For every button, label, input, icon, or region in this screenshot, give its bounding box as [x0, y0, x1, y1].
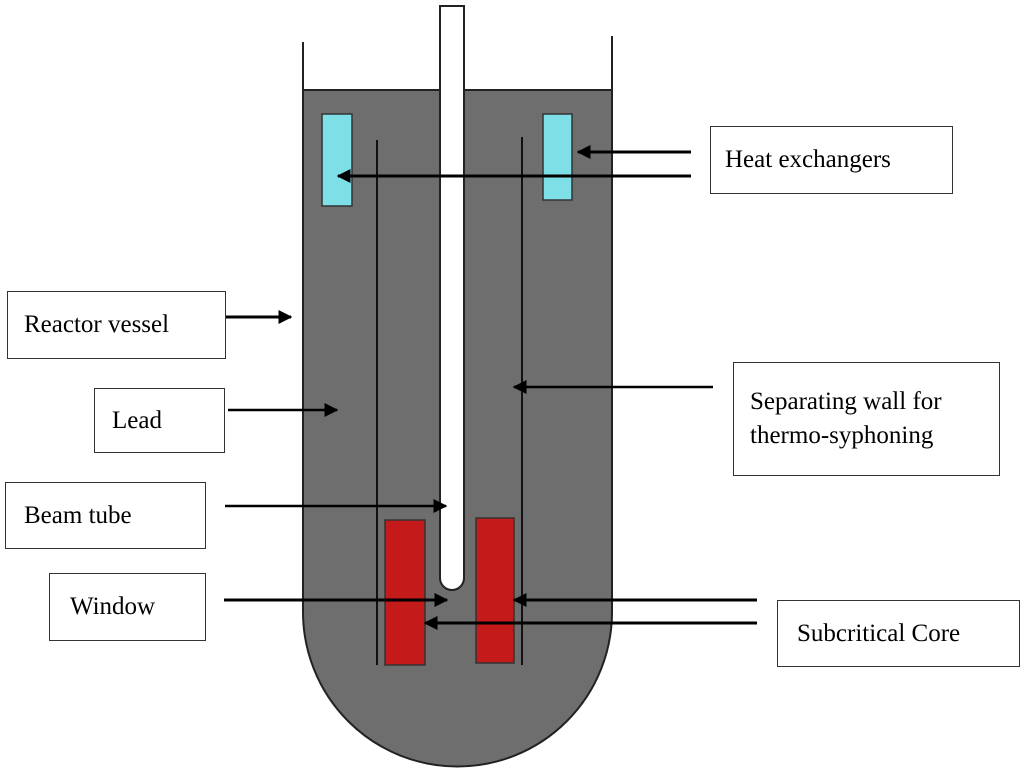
- label-reactor-vessel: Reactor vessel: [7, 291, 226, 359]
- label-beam-tube-text: Beam tube: [24, 501, 132, 529]
- label-separating-wall-line1: Separating wall for: [750, 388, 942, 415]
- label-lead: Lead: [94, 388, 225, 453]
- label-lead-text: Lead: [112, 406, 162, 434]
- label-reactor-vessel-text: Reactor vessel: [24, 311, 170, 338]
- label-beam-tube: Beam tube: [5, 482, 206, 549]
- label-window-text: Window: [70, 593, 156, 620]
- heat-exchanger-left: [321, 113, 353, 207]
- label-window: Window: [49, 573, 206, 641]
- label-heat-exchangers: Heat exchangers: [710, 126, 953, 194]
- heat-exchanger-right: [542, 113, 573, 201]
- label-subcritical-core: Subcritical Core: [777, 600, 1020, 667]
- label-heat-exchangers-text: Heat exchangers: [725, 146, 891, 173]
- core-block-left: [384, 519, 426, 666]
- label-subcritical-core-text: Subcritical Core: [797, 619, 961, 647]
- core-block-right: [475, 517, 515, 664]
- label-separating-wall-line2: thermo-syphoning: [750, 422, 934, 449]
- label-separating-wall: Separating wall for thermo-syphoning: [733, 362, 1000, 476]
- beam-tube: [439, 5, 465, 591]
